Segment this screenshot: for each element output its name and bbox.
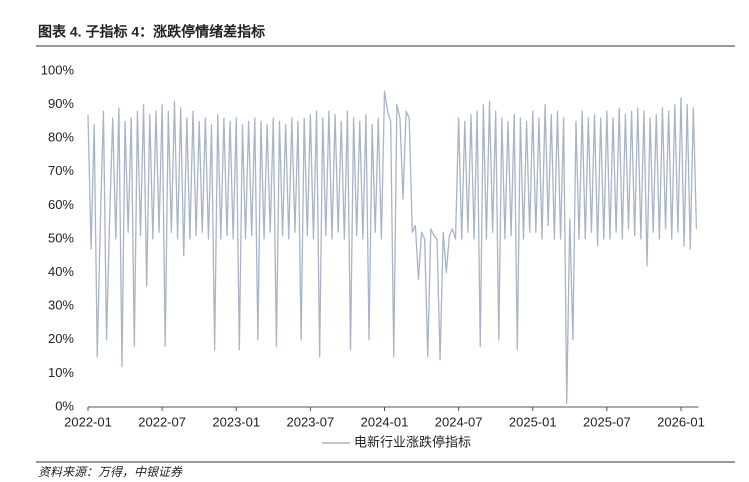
y-tick-label: 0% bbox=[55, 398, 74, 413]
y-tick-label: 20% bbox=[48, 331, 74, 346]
y-tick-label: 60% bbox=[48, 197, 74, 212]
source: 资料来源：万得，中银证券 bbox=[38, 465, 183, 479]
chart-title: 图表 4. 子指标 4：涨跌停情绪差指标 bbox=[38, 24, 265, 40]
legend-label: 电新行业涨跌停指标 bbox=[354, 434, 471, 449]
y-tick-label: 80% bbox=[48, 130, 74, 145]
x-tick-label: 2022-07 bbox=[138, 414, 186, 429]
x-tick-label: 2025-07 bbox=[583, 414, 631, 429]
y-tick-label: 70% bbox=[48, 163, 74, 178]
x-tick-label: 2023-07 bbox=[287, 414, 335, 429]
series-line bbox=[87, 90, 698, 405]
y-tick-label: 30% bbox=[48, 298, 74, 313]
x-tick-label: 2024-01 bbox=[361, 414, 409, 429]
x-tick-label: 2022-01 bbox=[64, 414, 112, 429]
y-tick-label: 50% bbox=[48, 230, 74, 245]
y-tick-label: 10% bbox=[48, 365, 74, 380]
y-tick-label: 100% bbox=[41, 62, 75, 77]
x-tick-label: 2025-01 bbox=[509, 414, 557, 429]
x-tick-label: 2023-01 bbox=[212, 414, 260, 429]
y-tick-label: 90% bbox=[48, 96, 74, 111]
y-tick-label: 40% bbox=[48, 264, 74, 279]
x-tick-label: 2024-07 bbox=[435, 414, 483, 429]
x-tick-label: 2026-01 bbox=[657, 414, 705, 429]
